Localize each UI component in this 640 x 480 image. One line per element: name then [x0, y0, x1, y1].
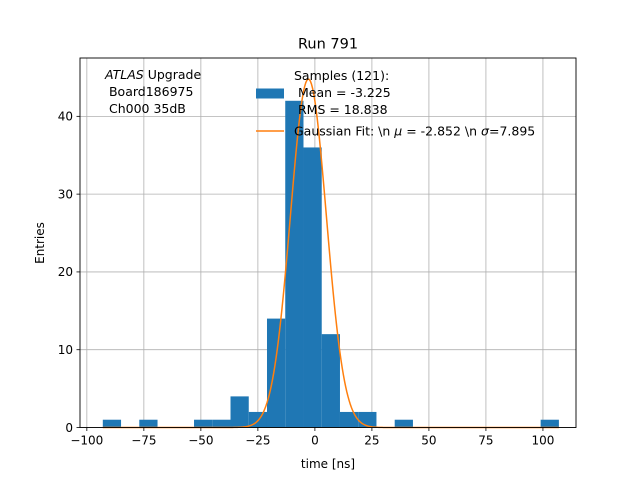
y-tick-label: 30	[58, 187, 73, 201]
histogram-bar	[139, 419, 158, 428]
legend-samples-swatch	[256, 88, 284, 99]
y-axis-ticks: 0 10 20 30 40	[58, 110, 80, 435]
chart-title: Run 791	[298, 37, 358, 53]
histogram-bar	[394, 419, 413, 428]
x-tick-label: 75	[478, 434, 493, 448]
x-tick-label: 25	[364, 434, 379, 448]
legend-fit-mu: μ	[393, 124, 402, 139]
legend-fit-part-2: = -2.852 \n	[402, 124, 481, 139]
x-tick-label: −50	[188, 434, 213, 448]
histogram-bar	[339, 411, 359, 428]
y-tick-label: 40	[58, 110, 73, 124]
x-tick-label: −100	[70, 434, 103, 448]
x-tick-label: −25	[245, 434, 270, 448]
legend: Samples (121): Mean = -3.225 RMS = 18.83…	[256, 68, 535, 139]
legend-fit-part-3: =7.895	[489, 124, 535, 139]
x-axis-label: time [ns]	[301, 457, 355, 471]
histogram-bar	[266, 318, 286, 428]
y-axis-label: Entries	[33, 222, 47, 264]
histogram-bar	[194, 419, 213, 428]
x-tick-label: 0	[311, 434, 319, 448]
y-tick-label: 10	[58, 343, 73, 357]
histogram-bar	[321, 334, 340, 428]
legend-fit-label: Gaussian Fit: \n μ = -2.852 \n σ=7.895	[294, 124, 535, 139]
y-tick-label: 20	[58, 265, 73, 279]
histogram-bars	[102, 100, 559, 428]
annotation-line-1: ATLAS Upgrade	[104, 67, 201, 82]
histogram-bar	[230, 396, 249, 428]
upgrade-label: Upgrade	[144, 67, 202, 82]
x-tick-label: 50	[421, 434, 436, 448]
x-axis-ticks: −100 −75 −50 −25 0 25 50 75 100	[70, 427, 554, 448]
atlas-label: ATLAS	[104, 67, 144, 82]
y-tick-label: 0	[65, 421, 73, 435]
annotation-line-3: Ch000 35dB	[105, 101, 186, 116]
legend-samples-line-1: Samples (121):	[294, 68, 389, 83]
legend-fit-sigma: σ	[481, 124, 490, 139]
histogram-bar	[285, 100, 304, 428]
legend-samples-line-2: Mean = -3.225	[294, 85, 391, 100]
histogram-bar	[212, 419, 231, 428]
x-tick-label: 100	[531, 434, 554, 448]
histogram-bar	[102, 419, 122, 428]
x-tick-label: −75	[131, 434, 156, 448]
plot-frame	[79, 57, 577, 428]
histogram-bar	[540, 419, 559, 428]
atlas-annotation: ATLAS Upgrade Board186975 Ch000 35dB	[104, 67, 201, 116]
annotation-line-2: Board186975	[105, 84, 193, 99]
legend-fit-part-1: Gaussian Fit: \n	[294, 124, 394, 139]
histogram-bar	[303, 147, 322, 428]
legend-samples-line-3: RMS = 18.838	[294, 102, 388, 117]
